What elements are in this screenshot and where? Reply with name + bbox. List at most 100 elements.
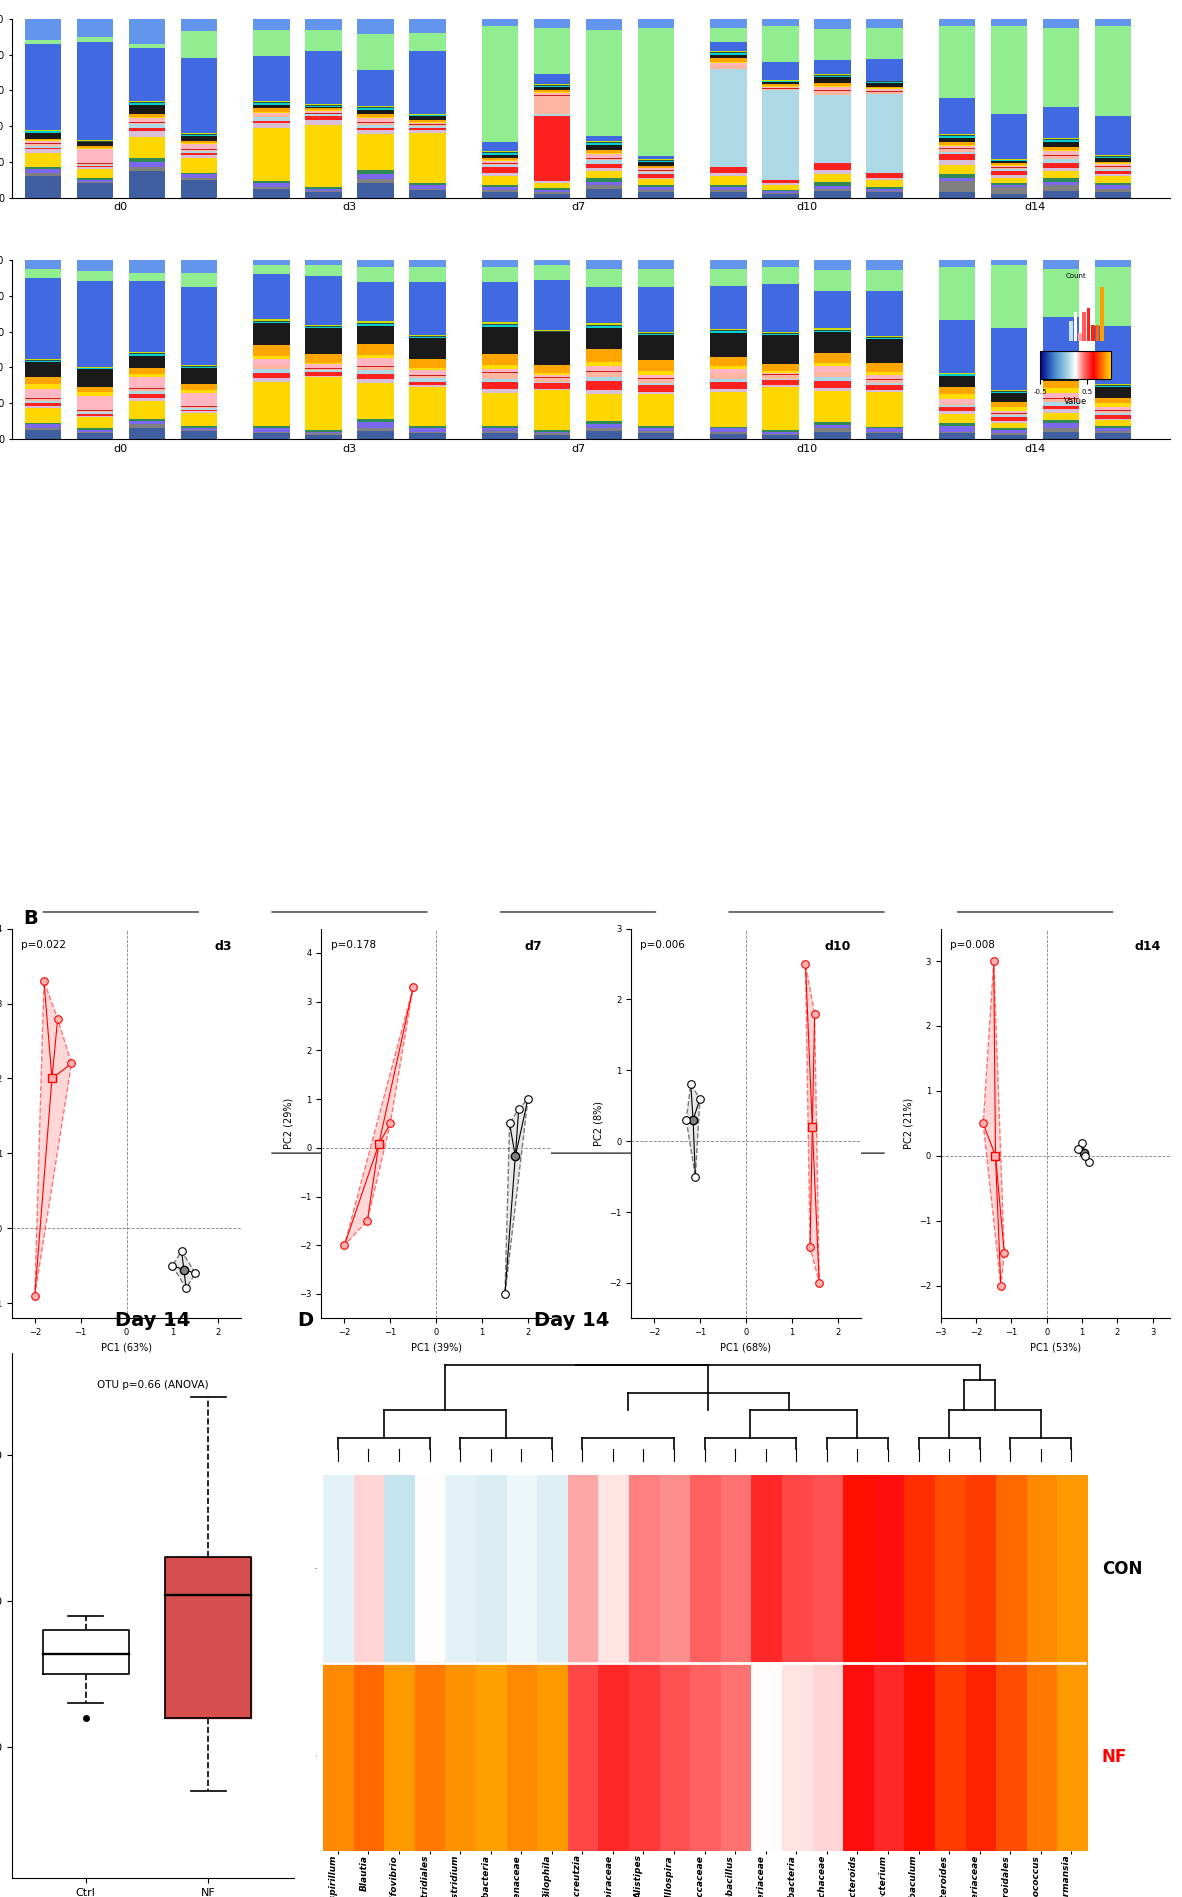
Bar (586, 269, 622, 286)
Point (992, 1271, 1011, 1301)
Text: p=0.008: p=0.008 (950, 941, 995, 950)
Bar (1043, 178, 1079, 182)
Bar (482, 176, 518, 186)
Bar (129, 114, 165, 118)
Bar (357, 260, 394, 267)
Bar (181, 175, 217, 178)
Bar (586, 378, 622, 381)
Bar (305, 434, 342, 438)
Bar (129, 425, 165, 429)
Polygon shape (344, 986, 414, 1244)
Bar (181, 286, 217, 366)
Bar (482, 379, 518, 381)
Bar (866, 192, 903, 197)
Bar (129, 374, 165, 378)
Bar (181, 144, 217, 150)
Bar (1043, 317, 1079, 366)
Bar (638, 19, 674, 28)
Bar (762, 193, 799, 197)
Bar (534, 19, 570, 28)
Bar (638, 372, 674, 374)
Bar (1043, 19, 1079, 28)
Bar (939, 376, 975, 387)
Bar (253, 275, 290, 319)
Bar (77, 281, 113, 366)
Bar (586, 391, 622, 393)
Bar (129, 161, 165, 167)
Bar (357, 431, 394, 438)
Polygon shape (687, 1085, 700, 1176)
Bar (409, 190, 446, 197)
Bar (357, 34, 394, 70)
Bar (534, 74, 570, 83)
Bar (305, 19, 342, 30)
Bar (939, 192, 975, 197)
Bar (1095, 176, 1131, 184)
Text: d14: d14 (1135, 941, 1161, 954)
Bar (866, 292, 903, 336)
Bar (939, 159, 975, 165)
Bar (25, 176, 61, 197)
Bar (939, 387, 975, 395)
Bar (710, 379, 747, 381)
Bar (638, 393, 674, 427)
Bar (409, 129, 446, 133)
Bar (1083, 313, 1086, 341)
Bar (357, 366, 394, 370)
Bar (762, 180, 799, 184)
Bar (586, 366, 622, 372)
Bar (762, 91, 799, 180)
Bar (482, 355, 518, 364)
Bar (1095, 186, 1131, 188)
Bar (710, 176, 747, 186)
Bar (814, 28, 851, 61)
Bar (586, 161, 622, 163)
Bar (1095, 267, 1131, 326)
Bar (253, 104, 290, 108)
Bar (710, 434, 747, 438)
Bar (1043, 406, 1079, 410)
Bar (939, 410, 975, 414)
Bar (1043, 171, 1079, 178)
Bar (762, 186, 799, 190)
Bar (253, 184, 290, 188)
Bar (534, 332, 570, 364)
Bar (77, 42, 113, 140)
Bar (409, 433, 446, 438)
Point (176, 1273, 195, 1303)
Polygon shape (983, 962, 1005, 1286)
Bar (129, 118, 165, 121)
Bar (991, 188, 1027, 193)
Bar (814, 381, 851, 387)
Bar (357, 370, 394, 374)
Bar (534, 391, 570, 431)
Bar (710, 64, 747, 68)
Bar (814, 425, 851, 429)
Bar (253, 188, 290, 197)
Point (61, 1049, 80, 1079)
Point (800, 1233, 819, 1263)
Bar (253, 19, 290, 30)
Bar (1043, 152, 1079, 156)
Bar (77, 393, 113, 396)
Text: p=0.178: p=0.178 (331, 941, 376, 950)
Bar (181, 431, 217, 438)
Bar (1043, 414, 1079, 419)
Bar (762, 63, 799, 80)
Bar (939, 423, 975, 427)
Point (690, 1083, 709, 1114)
Bar (305, 378, 342, 431)
Bar (482, 393, 518, 427)
Bar (305, 30, 342, 51)
Point (985, 947, 1004, 977)
Bar (762, 285, 799, 332)
Bar (409, 116, 446, 120)
Bar (253, 355, 290, 359)
Point (810, 1267, 829, 1298)
Bar (253, 429, 290, 431)
Bar (534, 266, 570, 279)
Bar (638, 156, 674, 159)
Bar (586, 328, 622, 349)
Bar (939, 427, 975, 433)
Bar (181, 260, 217, 273)
